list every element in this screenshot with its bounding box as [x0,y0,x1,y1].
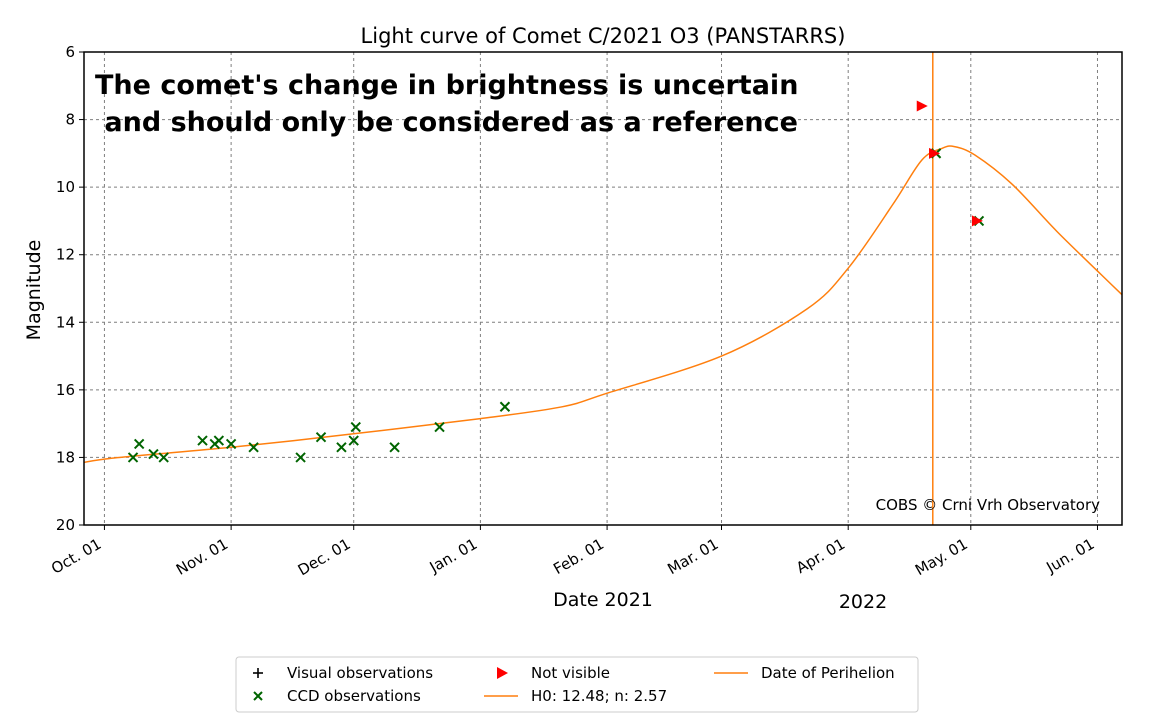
x-tick-label-8: Jun. 01 [1043,535,1098,577]
ccd-point-0 [127,452,139,463]
ccd-point-15 [434,421,445,433]
x-tick-labels: Oct. 01 Nov. 01 Dec. 01 Jan. 01 Feb. 01 Mar. … [48,535,1097,579]
model-curve [84,145,1122,464]
legend-label-not-visible: Not visible [531,664,610,682]
ccd-point-12 [348,435,359,446]
legend-perihelion: Date of Perihelion [714,664,895,682]
x-tick-label-6: Apr. 01 [793,535,848,577]
legend-plus-icon [253,668,263,678]
legend-x-icon [253,691,263,701]
ccd-points-layer [127,148,985,463]
y-tick-label-7: 20 [56,516,75,534]
ccd-point-13 [350,421,361,433]
disclaimer: The comet's change in brightness is unce… [95,70,798,138]
legend: Visual observations CCD observations Not… [235,656,919,713]
y-tick-label-4: 14 [56,313,75,331]
ccd-point-16 [499,401,511,412]
plot-frame [83,51,1123,526]
disclaimer-line-1: The comet's change in brightness is unce… [95,70,798,101]
not-visible-point-2 [971,215,983,227]
y-tick-label-5: 16 [56,381,75,399]
ccd-point-10 [315,431,327,443]
y-tick-label-1: 8 [65,111,75,129]
credit-text: COBS © Crni Vrh Observatory [876,496,1100,514]
x-axis-title-year: 2022 [839,591,887,613]
not-visible-point-0 [916,100,928,112]
x-tick-label-2: Dec. 01 [295,535,354,579]
disclaimer-line-2: and should only be considered as a refer… [95,107,798,138]
legend-label-model: H0: 12.48; n: 2.57 [531,687,667,705]
y-tick-label-6: 18 [56,448,75,466]
ccd-point-3 [158,452,169,463]
x-tick-label-5: Mar. 01 [664,535,721,578]
y-tick-label-0: 6 [65,43,75,61]
legend-label-visual: Visual observations [287,664,433,682]
legend-frame [235,656,919,713]
x-tick-label-1: Nov. 01 [173,535,231,579]
ccd-point-14 [389,442,400,453]
not-visible-point-1 [929,147,941,159]
legend-not-visible: Not visible [497,664,610,682]
ccd-point-7 [225,438,237,450]
ccd-point-11 [336,442,347,453]
y-axis-title: Magnitude [23,240,45,341]
legend-label-ccd: CCD observations [287,687,421,705]
ccd-point-6 [213,435,225,446]
legend-model: H0: 12.48; n: 2.57 [484,687,667,705]
chart-title: Light curve of Comet C/2021 O3 (PANSTARR… [361,24,846,48]
ccd-point-1 [133,438,145,450]
ccd-point-9 [295,452,306,463]
ccd-point-2 [148,448,159,460]
legend-label-perihelion: Date of Perihelion [761,664,895,682]
x-tick-label-3: Jan. 01 [426,535,481,577]
y-tick-label-3: 12 [56,246,75,264]
legend-ccd: CCD observations [253,687,421,705]
x-tick-label-4: Feb. 01 [550,535,607,578]
legend-visual: Visual observations [253,664,433,682]
y-tick-labels: 6 8 10 12 14 16 18 20 [56,43,75,534]
ccd-point-4 [197,435,208,446]
model-curve-layer [84,145,1122,464]
x-tick-label-0: Oct. 01 [48,535,104,578]
x-axis-title: Date 2021 [553,589,653,611]
ccd-point-8 [248,442,259,453]
y-tick-label-2: 10 [56,178,75,196]
x-tick-label-7: May. 01 [912,535,971,579]
legend-triangle-icon [497,667,508,679]
not-visible-points-layer [916,100,983,227]
